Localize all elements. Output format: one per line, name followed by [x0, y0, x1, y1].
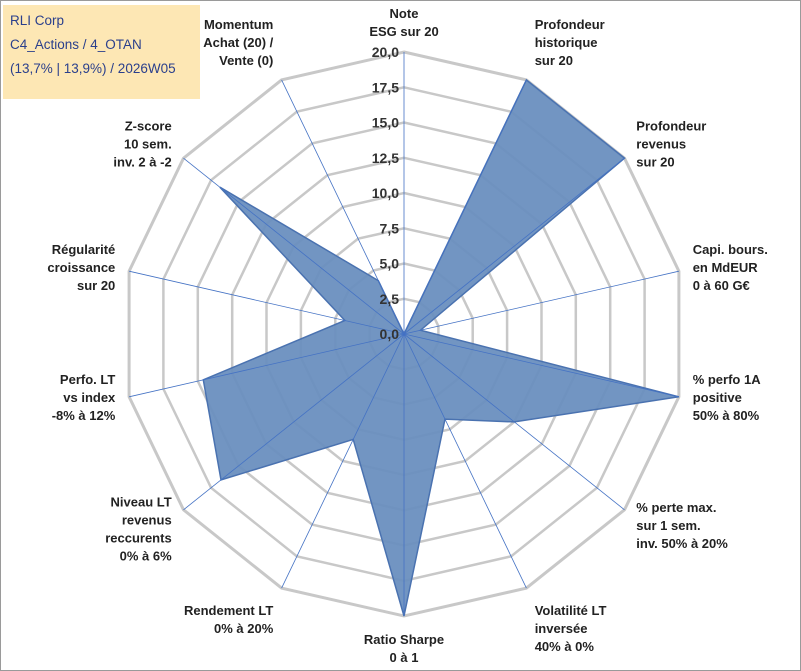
axis-label-line: inv. 2 à -2	[113, 155, 171, 170]
radar-axis-labels: Note ESG sur 20 Profondeur historique sur 20…	[47, 6, 767, 665]
radar-series	[202, 78, 680, 617]
axis-label: Momentum Achat (20) / Vente (0)	[203, 17, 273, 68]
axis-label-line: inv. 50% à 20%	[636, 536, 728, 551]
axis-label: Ratio Sharpe 0 à 1	[364, 632, 444, 665]
axis-spoke	[129, 333, 405, 398]
axis-label-line: sur 1 sem.	[636, 518, 700, 533]
axis-label: Niveau LT revenus reccurents 0% à 6%	[105, 495, 172, 564]
company-name: RLI Corp	[10, 13, 65, 28]
radar-tick-labels: 0,0 2,5 5,0 7,5 10,0 12,5 15,0 17,5 20,0	[372, 44, 399, 342]
axis-label-line: 10 sem.	[124, 137, 172, 152]
axis-label: Régularité croissance sur 20	[47, 242, 115, 293]
tick-label: 2,5	[380, 291, 400, 307]
axis-label-line: positive	[693, 390, 742, 405]
axis-label-line: Achat (20) /	[203, 35, 273, 50]
axis-label-line: 0% à 20%	[214, 621, 274, 636]
tick-label: 0,0	[380, 326, 400, 342]
info-box: RLI Corp C4_Actions / 4_OTAN (13,7% | 13…	[3, 5, 200, 99]
axis-label: Perfo. LT vs index -8% à 12%	[52, 372, 116, 423]
axis-label-line: Volatilité LT	[535, 603, 607, 618]
axis-label-line: croissance	[47, 260, 115, 275]
axis-label-line: vs index	[63, 390, 116, 405]
axis-spoke	[403, 79, 527, 335]
axis-label: Z-score 10 sem. inv. 2 à -2	[113, 119, 171, 170]
axis-spoke	[403, 157, 625, 335]
axis-spoke	[281, 79, 405, 335]
axis-label-line: sur 20	[535, 53, 573, 68]
axis-label: Profondeur revenus sur 20	[636, 119, 706, 170]
axis-label: Note ESG sur 20	[369, 6, 438, 39]
tick-label: 17,5	[372, 79, 399, 95]
axis-label-line: Niveau LT	[111, 495, 172, 510]
axis-label-line: % perte max.	[636, 500, 716, 515]
axis-spoke	[183, 157, 405, 335]
axis-label-line: 0% à 6%	[120, 549, 172, 564]
axis-label: Capi. bours. en MdEUR 0 à 60 G€	[693, 242, 768, 293]
axis-label-line: reccurents	[105, 531, 171, 546]
radar-spokes	[129, 52, 679, 616]
axis-label-line: 50% à 80%	[693, 408, 760, 423]
axis-spoke	[403, 333, 625, 511]
axis-spoke	[403, 270, 679, 335]
axis-label-line: 40% à 0%	[535, 639, 595, 654]
axis-label-line: en MdEUR	[693, 260, 759, 275]
axis-label-line: Régularité	[52, 242, 116, 257]
tick-label: 10,0	[372, 185, 399, 201]
tick-label: 5,0	[380, 256, 400, 272]
axis-label-line: Rendement LT	[184, 603, 273, 618]
axis-label-line: Note	[390, 6, 419, 21]
axis-label-line: sur 20	[636, 155, 674, 170]
tick-label: 20,0	[372, 44, 399, 60]
axis-label-line: historique	[535, 35, 598, 50]
axis-label-line: Profondeur	[636, 119, 706, 134]
axis-label-line: Z-score	[125, 119, 172, 134]
tick-label: 7,5	[380, 220, 400, 236]
axis-label-line: revenus	[122, 513, 172, 528]
axis-label-line: Perfo. LT	[60, 372, 115, 387]
axis-label-line: Capi. bours.	[693, 242, 768, 257]
axis-spoke	[183, 333, 405, 511]
axis-spoke	[281, 333, 405, 589]
axis-label: Volatilité LT inversée 40% à 0%	[535, 603, 607, 654]
axis-label-line: ESG sur 20	[369, 24, 438, 39]
axis-label-line: 0 à 60 G€	[693, 278, 750, 293]
axis-label: % perte max. sur 1 sem. inv. 50% à 20%	[636, 500, 728, 551]
axis-label: Rendement LT 0% à 20%	[184, 603, 274, 636]
axis-label: Profondeur historique sur 20	[535, 17, 605, 68]
tick-label: 12,5	[372, 150, 399, 166]
axis-label-line: revenus	[636, 137, 686, 152]
axis-label-line: 0 à 1	[390, 650, 419, 665]
axis-label-line: Profondeur	[535, 17, 605, 32]
series-area	[202, 78, 680, 617]
portfolio-category: C4_Actions / 4_OTAN	[10, 37, 142, 52]
axis-label: % perfo 1A positive 50% à 80%	[693, 372, 762, 423]
performance-summary: (13,7% | 13,9%) / 2026W05	[10, 61, 176, 76]
axis-spoke	[129, 270, 405, 335]
axis-label-line: inversée	[535, 621, 588, 636]
axis-label-line: Vente (0)	[219, 53, 273, 68]
axis-label-line: Ratio Sharpe	[364, 632, 444, 647]
tick-label: 15,0	[372, 115, 399, 131]
axis-label-line: % perfo 1A	[693, 372, 762, 387]
axis-label-line: sur 20	[77, 278, 115, 293]
axis-spoke	[403, 333, 527, 589]
axis-spoke	[403, 333, 679, 398]
axis-label-line: Momentum	[204, 17, 273, 32]
axis-label-line: -8% à 12%	[52, 408, 116, 423]
